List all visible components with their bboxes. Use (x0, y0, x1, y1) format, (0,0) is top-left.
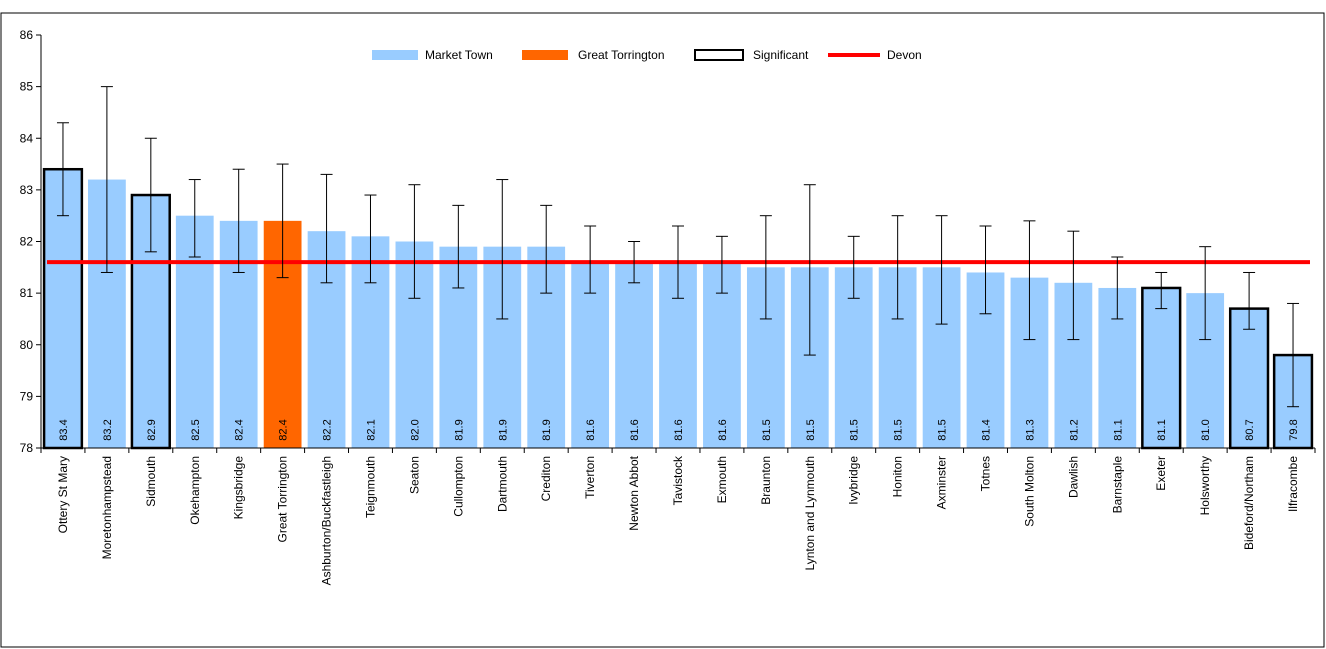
data-label: 81.5 (761, 419, 773, 440)
y-tick-label: 85 (20, 80, 34, 94)
data-label: 83.4 (58, 419, 70, 440)
data-label: 82.1 (365, 419, 377, 440)
x-tick-label: Moretonhampstead (100, 456, 114, 559)
x-tick-label: Sidmouth (144, 456, 158, 507)
x-tick-label: Cullompton (451, 456, 465, 517)
data-label: 81.9 (541, 419, 553, 440)
x-tick-label: Braunton (759, 456, 773, 505)
x-tick-label: Newton Abbot (627, 455, 641, 530)
data-label: 82.2 (322, 419, 334, 440)
y-tick-label: 86 (20, 28, 34, 42)
x-tick-label: Kingsbridge (232, 456, 246, 520)
data-label: 81.5 (937, 419, 949, 440)
x-tick-label: Tiverton (583, 456, 597, 499)
bar-exeter (1141, 286, 1182, 450)
data-label: 81.5 (805, 419, 817, 440)
data-label: 82.4 (234, 419, 246, 440)
x-tick-label: Seaton (407, 456, 421, 494)
legend-label-devon: Devon (887, 48, 922, 62)
x-tick-label: Ottery St Mary (56, 456, 70, 533)
x-tick-label: South Molton (1022, 456, 1036, 527)
legend-swatch-market-town (372, 50, 418, 60)
y-tick-label: 78 (20, 441, 34, 455)
x-tick-label: Exmouth (715, 456, 729, 503)
x-tick-label: Great Torrington (276, 456, 290, 543)
data-label: 82.0 (409, 419, 421, 440)
x-tick-label: Dartmouth (495, 456, 509, 512)
data-label: 81.6 (629, 419, 641, 440)
data-label: 81.1 (1112, 419, 1124, 440)
y-tick-label: 81 (20, 286, 34, 300)
data-label: 81.2 (1068, 419, 1080, 440)
data-label: 81.6 (585, 419, 597, 440)
y-tick-label: 79 (20, 389, 34, 403)
data-label: 81.5 (849, 419, 861, 440)
x-tick-label: Ilfracombe (1286, 456, 1300, 512)
x-tick-label: Honiton (891, 456, 905, 497)
y-tick-label: 82 (20, 235, 34, 249)
x-tick-label: Totnes (979, 456, 993, 491)
x-tick-label: Dawlish (1066, 456, 1080, 498)
x-tick-label: Ashburton/Buckfastleigh (320, 456, 334, 585)
data-label: 82.9 (146, 419, 158, 440)
x-tick-label: Barnstaple (1110, 456, 1124, 514)
y-tick-label: 83 (20, 183, 34, 197)
data-label: 83.2 (102, 419, 114, 440)
data-label: 81.5 (893, 419, 905, 440)
bar-newton-abbot (615, 262, 653, 448)
data-label: 82.5 (190, 419, 202, 440)
y-tick-label: 84 (20, 131, 34, 145)
legend-label-market-town: Market Town (425, 48, 493, 62)
x-tick-label: Exeter (1154, 456, 1168, 491)
data-label: 81.6 (717, 419, 729, 440)
legend-swatch-significant (694, 49, 744, 61)
data-label: 81.4 (981, 419, 993, 440)
data-label: 81.6 (673, 419, 685, 440)
legend-label-great-torrington: Great Torrington (578, 48, 665, 62)
x-tick-label: Tavistock (671, 455, 685, 505)
legend-swatch-great-torrington (522, 50, 568, 60)
y-tick-label: 80 (20, 338, 34, 352)
data-label: 80.7 (1244, 419, 1256, 440)
x-tick-label: Lynton and Lynmouth (803, 456, 817, 571)
data-label: 81.3 (1024, 419, 1036, 440)
data-label: 81.0 (1200, 419, 1212, 440)
x-tick-label: Teignmouth (363, 456, 377, 518)
data-label: 81.1 (1156, 419, 1168, 440)
x-tick-label: Axminster (935, 456, 949, 509)
data-label: 79.8 (1288, 419, 1300, 440)
x-tick-label: Ivybridge (847, 456, 861, 505)
data-label: 82.4 (278, 419, 290, 440)
x-tick-label: Holsworthy (1198, 456, 1212, 515)
x-tick-label: Crediton (539, 456, 553, 501)
x-tick-label: Okehampton (188, 456, 202, 525)
x-tick-label: Bideford/Northam (1242, 456, 1256, 550)
data-label: 81.9 (497, 419, 509, 440)
data-label: 81.9 (453, 419, 465, 440)
legend-label-significant: Significant (753, 48, 809, 62)
